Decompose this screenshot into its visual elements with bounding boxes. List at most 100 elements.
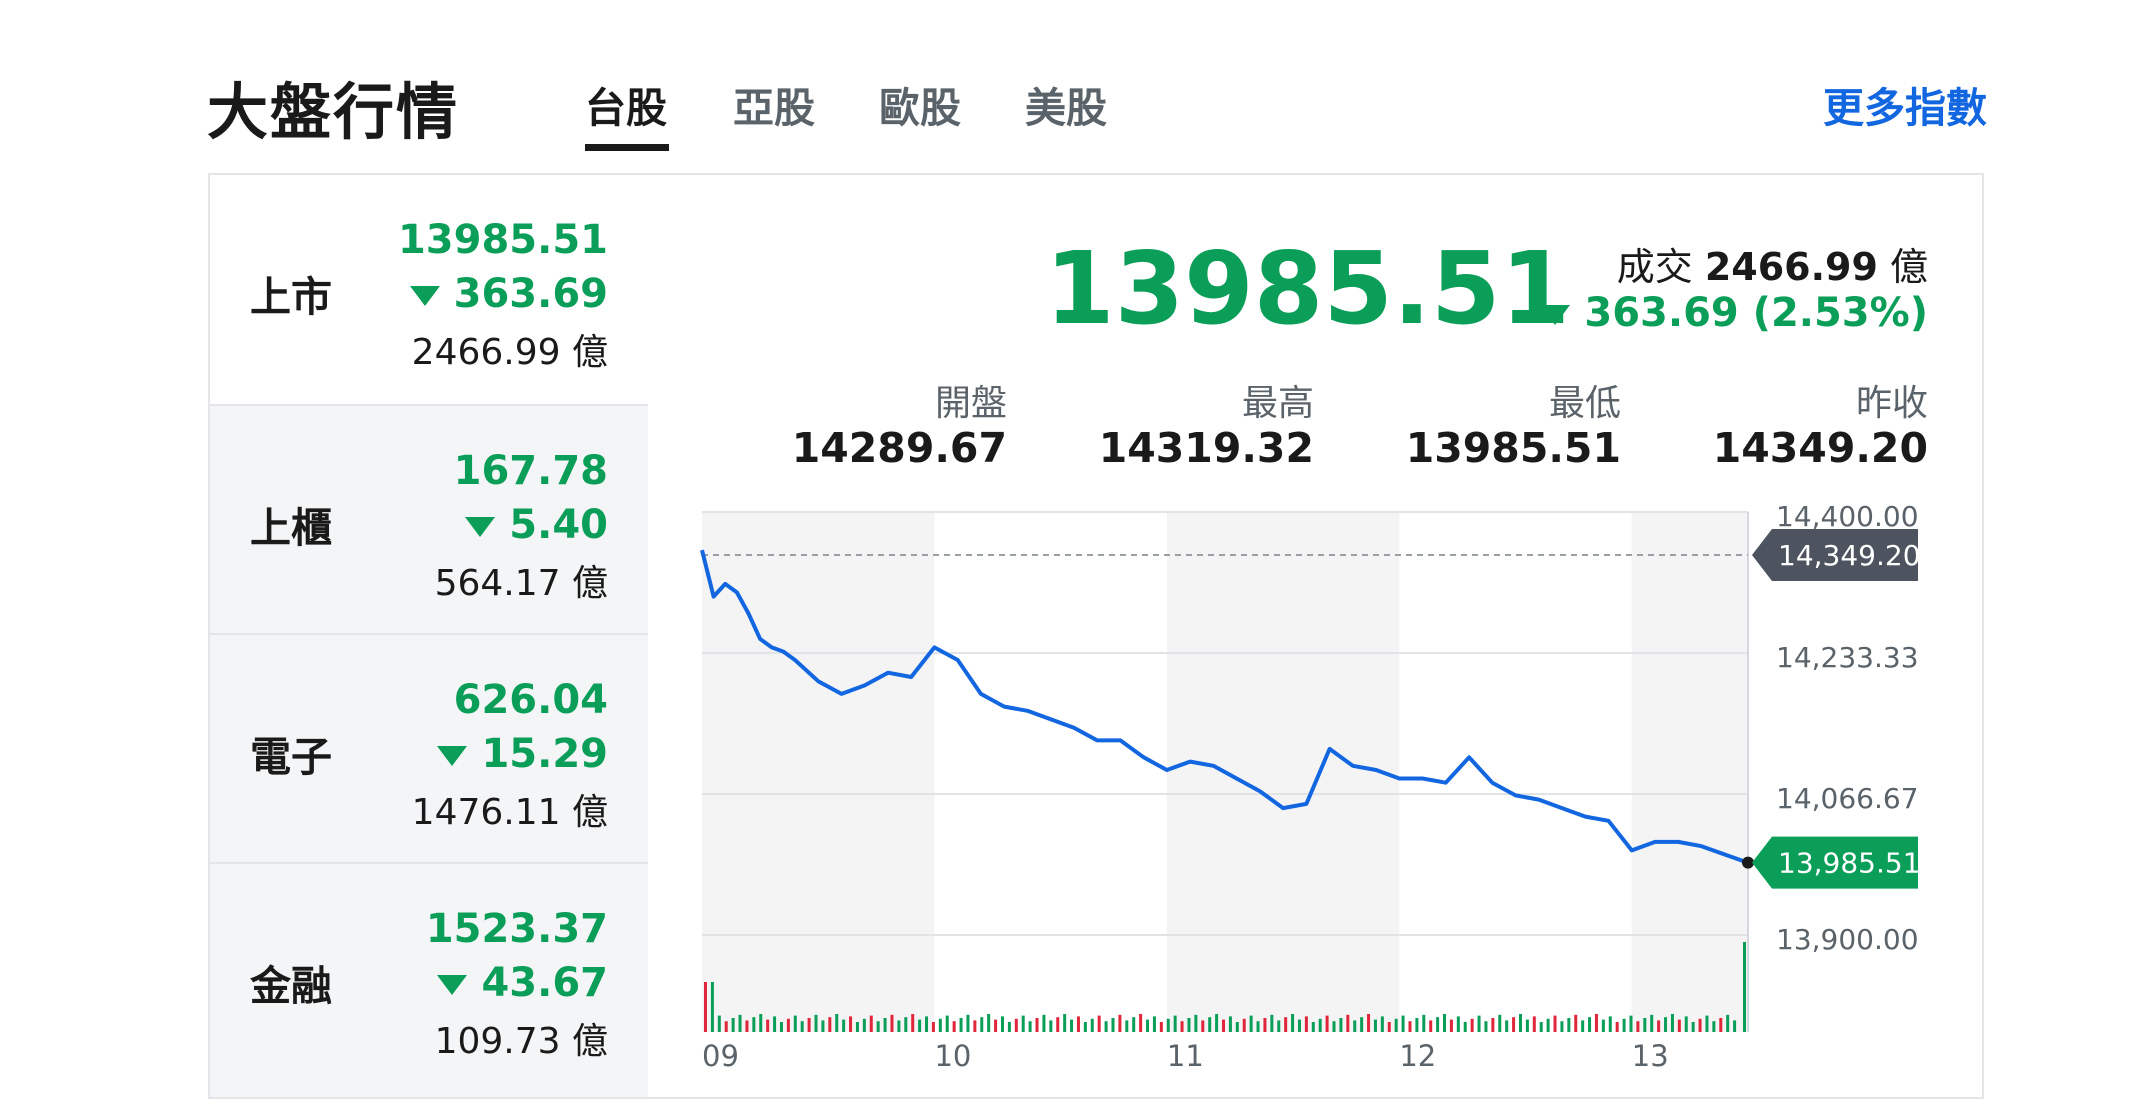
volume-bar [1235,1022,1239,1032]
index-item-finance[interactable]: 金融 1523.37 43.67 109.73 億 [210,862,648,1097]
index-volume: 564.17 億 [434,563,608,604]
volume-bar [1035,1018,1039,1032]
index-value: 626.04 [453,677,608,723]
volume-label: 成交 [1616,245,1693,289]
index-change: 15.29 [481,731,608,777]
volume-bar [1166,1018,1170,1032]
volume-bar [1139,1014,1143,1032]
volume-bar [1304,1016,1308,1032]
hour-band [1166,512,1400,1032]
volume-bar [1560,1021,1564,1032]
volume-bar [1650,1014,1654,1032]
volume-bar [1705,1015,1709,1032]
tab-asia[interactable]: 亞股 [733,84,815,132]
change-line: 363.69 (2.53%) [1540,290,1928,336]
volume-bar [1636,1021,1640,1032]
volume-bar [1601,1019,1605,1032]
volume-bar [1518,1014,1522,1032]
volume-bar [1180,1021,1184,1032]
volume-bar [1422,1014,1426,1032]
volume-bar [876,1021,880,1032]
volume-bar [1049,1020,1053,1032]
volume-bar [1104,1021,1108,1032]
y-tick-label: 13,900.00 [1776,923,1919,956]
volume-bar [1318,1018,1322,1032]
volume-bar [1222,1019,1225,1032]
volume-bar [1201,1020,1205,1032]
volume-bar [1670,1014,1674,1032]
last-price-tag [1752,836,1918,889]
volume-bar [1367,1014,1371,1032]
volume-bar [1380,1016,1384,1032]
volume-bar [1325,1015,1329,1032]
volume-bar [1429,1020,1433,1032]
price-line [700,549,1749,865]
volume-bar [828,1017,832,1032]
index-item-listed[interactable]: 上市 13985.51 363.69 2466.99 億 [210,175,648,404]
volume-bar [1643,1018,1647,1032]
volume-line: 成交 2466.99 億 [1617,236,1928,291]
index-change: 43.67 [481,960,608,1006]
volume-bar [842,1019,846,1032]
volume-bar [766,1019,770,1032]
page-title: 大盤行情 [207,77,460,148]
main-change: 363.69 (2.53%) [1584,290,1928,336]
volume-bar [1532,1016,1536,1032]
volume-bar [883,1018,887,1032]
down-arrow-icon [409,286,440,306]
volume-bar [980,1017,984,1032]
tab-taiwan[interactable]: 台股 [585,84,667,132]
volume-bar [918,1019,922,1032]
volume-bar [752,1017,756,1032]
volume-bar [1194,1014,1198,1032]
volume-bar [938,1018,942,1032]
last-price-tag-label: 13,985.51 [1778,847,1921,880]
volume-bar [1456,1016,1460,1032]
index-item-otc[interactable]: 上櫃 167.78 5.40 564.17 億 [210,404,648,633]
tab-europe[interactable]: 歐股 [879,84,961,132]
volume-bar [1118,1014,1122,1032]
down-arrow-icon [1540,305,1571,325]
volume-bar [959,1018,963,1032]
volume-bar [1070,1019,1074,1032]
volume-bar [855,1022,859,1032]
index-change: 5.40 [509,502,608,548]
index-volume: 2466.99 億 [411,332,608,373]
volume-bar [1491,1018,1495,1032]
index-value: 1523.37 [425,906,608,952]
x-tick-label: 09 [702,1039,739,1073]
volume-bar [1608,1016,1612,1032]
volume-bar [786,1018,790,1032]
stat-high-value: 14319.32 [1098,424,1314,472]
volume-bar [710,982,714,1032]
volume-bar [835,1014,839,1032]
volume-bar [1346,1014,1350,1032]
volume-bar [1063,1014,1067,1032]
index-item-electronics[interactable]: 電子 626.04 15.29 1476.11 億 [210,633,648,862]
index-value: 13985.51 [397,217,608,263]
volume-bar [1733,1020,1737,1032]
volume-bar [1284,1017,1288,1032]
more-indices-link[interactable]: 更多指數 [1823,84,1987,132]
volume-bar [1743,942,1746,1032]
volume-bar [814,1014,818,1032]
volume-bar [1443,1014,1447,1032]
volume-bar [897,1020,901,1032]
volume-bar [1684,1016,1688,1032]
index-name: 電子 [250,733,332,781]
volume-bar [1553,1015,1557,1032]
volume-bar [1249,1015,1253,1032]
volume-bar [1712,1021,1716,1032]
volume-bar [1525,1019,1529,1032]
stat-low-value: 13985.51 [1405,424,1621,472]
volume-bar [952,1021,956,1032]
volume-bar [1484,1021,1488,1032]
volume-bar [1463,1022,1467,1032]
tab-us[interactable]: 美股 [1025,84,1107,132]
volume-bar [779,1022,783,1032]
volume-bar [1664,1017,1668,1032]
volume-bar [862,1018,866,1032]
volume-bar [717,1015,721,1032]
index-name: 金融 [250,962,332,1010]
